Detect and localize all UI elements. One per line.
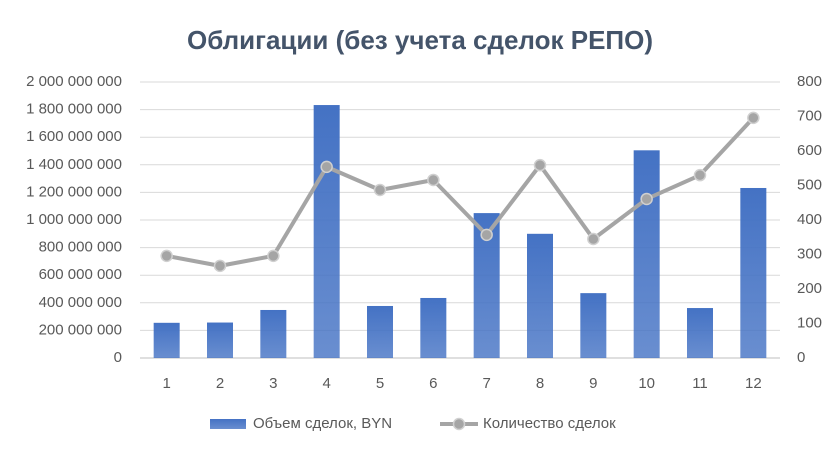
- bar: [687, 308, 713, 358]
- marker: [480, 228, 493, 242]
- bar: [367, 305, 393, 358]
- bar: [633, 150, 660, 358]
- marker: [747, 111, 760, 125]
- y-tick-label: 1 200 000 000: [26, 183, 122, 200]
- marker: [640, 192, 653, 206]
- bar: [153, 322, 180, 358]
- marker: [427, 173, 440, 187]
- y2-tick-label: 700: [797, 107, 822, 124]
- y2-tick-label: 100: [797, 314, 822, 331]
- legend-swatch: [452, 417, 466, 431]
- x-tick-label: 12: [745, 375, 762, 392]
- x-tick-label: 9: [589, 375, 597, 392]
- marker: [320, 160, 333, 174]
- marker: [587, 232, 600, 246]
- y-tick-label: 1 600 000 000: [26, 128, 122, 145]
- bar: [260, 309, 287, 358]
- y2-tick-label: 800: [797, 73, 822, 90]
- x-tick-label: 8: [536, 375, 544, 392]
- y2-tick-label: 500: [797, 176, 822, 193]
- legend-label: Количество сделок: [483, 415, 616, 432]
- x-tick-label: 5: [376, 375, 384, 392]
- x-tick-label: 7: [482, 375, 490, 392]
- y2-tick-label: 200: [797, 280, 822, 297]
- x-tick-label: 2: [216, 375, 224, 392]
- chart-title: Облигации (без учета сделок РЕПО): [187, 25, 653, 55]
- y-tick-label: 800 000 000: [39, 239, 122, 256]
- y-tick-label: 1 000 000 000: [26, 211, 122, 228]
- bar: [740, 187, 767, 358]
- y2-tick-label: 400: [797, 211, 822, 228]
- x-tick-label: 6: [429, 375, 437, 392]
- bar: [207, 322, 233, 358]
- y-tick-label: 200 000 000: [39, 321, 122, 338]
- bar: [313, 105, 340, 359]
- y-tick-label: 400 000 000: [39, 294, 122, 311]
- line: [166, 116, 755, 268]
- legend-label: Объем сделок, BYN: [253, 415, 392, 432]
- y2-tick-label: 600: [797, 142, 822, 159]
- marker: [693, 168, 707, 182]
- x-tick-label: 11: [692, 375, 708, 392]
- y-tick-label: 600 000 000: [39, 266, 122, 283]
- y-tick-label: 0: [114, 349, 122, 366]
- marker: [267, 249, 280, 263]
- y-tick-label: 1 800 000 000: [26, 101, 122, 118]
- y2-tick-label: 0: [797, 349, 805, 366]
- x-tick-label: 4: [322, 375, 330, 392]
- y-tick-label: 1 400 000 000: [26, 156, 122, 173]
- x-tick-label: 3: [269, 375, 277, 392]
- bar: [527, 233, 553, 358]
- marker: [160, 249, 173, 263]
- marker: [533, 158, 547, 172]
- marker: [213, 259, 227, 273]
- bar: [420, 297, 447, 358]
- x-tick-label: 1: [162, 375, 170, 392]
- x-tick-label: 10: [638, 375, 655, 392]
- legend-swatch: [210, 419, 246, 429]
- bar: [580, 293, 607, 358]
- y-tick-label: 2 000 000 000: [26, 73, 122, 90]
- marker: [373, 183, 387, 197]
- y2-tick-label: 300: [797, 245, 822, 262]
